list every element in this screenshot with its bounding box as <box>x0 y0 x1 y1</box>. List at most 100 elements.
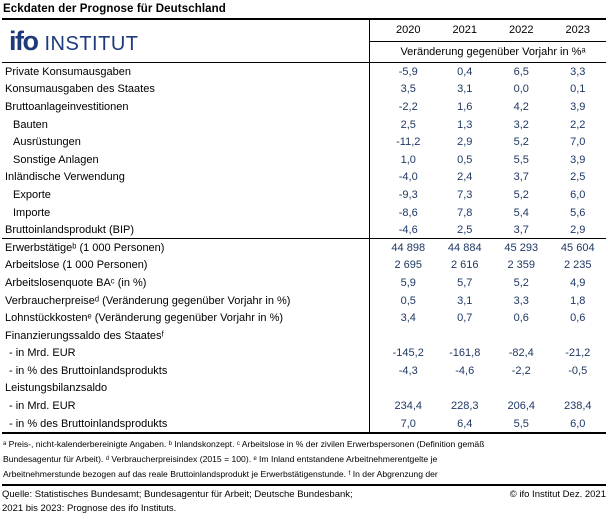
footnote-line: Arbeitnehmerstunde bezogen auf das reale… <box>3 468 438 479</box>
value-cell: 3,3 <box>570 65 586 78</box>
value-cell: 5,2 <box>513 188 529 201</box>
value-cell: -145,2 <box>392 347 424 360</box>
table-row: Inländische Verwendung -4,0 2,4 3,7 2,5 <box>2 168 606 187</box>
value-cell: -5,9 <box>398 65 418 78</box>
value-cell: -0,5 <box>568 364 588 377</box>
value-cell: -4,6 <box>455 364 475 377</box>
row-values <box>370 327 606 345</box>
row-label: Lohnstückkostenᵉ (Veränderung gegenüber … <box>2 309 370 327</box>
value-cell: 2,9 <box>457 136 473 149</box>
value-cell: 7,8 <box>457 206 473 219</box>
value-cell: 228,3 <box>450 400 479 413</box>
year-header-row: 2020 2021 2022 2023 <box>370 20 606 42</box>
table-row: Lohnstückkostenᵉ (Veränderung gegenüber … <box>2 309 606 327</box>
value-cell: 5,6 <box>570 206 586 219</box>
row-values: -9,3 7,3 5,2 6,0 <box>370 186 606 204</box>
value-cell: -8,6 <box>398 206 418 219</box>
table-row: Bruttoanlageinvestitionen -2,2 1,6 4,2 3,9 <box>2 98 606 116</box>
value-cell: -82,4 <box>508 347 534 360</box>
value-cell: 45 293 <box>504 241 539 254</box>
value-cell: -161,8 <box>449 347 481 360</box>
row-values: -4,6 2,5 3,7 2,9 <box>370 221 606 238</box>
row-label: Inländische Verwendung <box>2 168 370 187</box>
row-label: Verbraucherpreiseᵈ (Veränderung gegenübe… <box>2 291 370 310</box>
table-row: - in Mrd. EUR -145,2 -161,8 -82,4 -21,2 <box>2 344 606 363</box>
value-cell: 3,2 <box>513 118 529 131</box>
table-row: Ausrüstungen -11,2 2,9 5,2 7,0 <box>2 133 606 151</box>
value-cell: 7,0 <box>400 417 416 430</box>
value-cell: 0,5 <box>457 153 473 166</box>
table-header: ifo INSTITUT 2020 2021 2022 2023 Verände… <box>2 20 606 63</box>
table-row: Private Konsumausgaben -5,9 0,4 6,5 3,3 <box>2 63 606 81</box>
value-cell: 238,4 <box>563 400 592 413</box>
value-cell: -9,3 <box>398 188 418 201</box>
value-cell: 3,1 <box>457 83 473 96</box>
value-cell: 3,1 <box>457 294 473 307</box>
table-row: Sonstige Anlagen 1,0 0,5 5,5 3,9 <box>2 150 606 169</box>
table-row: Bauten 2,5 1,3 3,2 2,2 <box>2 115 606 134</box>
value-cell: 2 695 <box>394 259 423 272</box>
value-cell: 3,5 <box>400 83 416 96</box>
value-cell: 2 359 <box>507 259 536 272</box>
value-cell: -11,2 <box>396 136 421 149</box>
value-cell: 1,6 <box>457 100 473 113</box>
row-values: -5,9 0,4 6,5 3,3 <box>370 63 606 81</box>
copyright-text: © ifo Institut Dez. 2021 <box>509 489 606 501</box>
value-cell: 6,4 <box>457 417 473 430</box>
row-label: Sonstige Anlagen <box>2 150 370 169</box>
value-cell: 0,6 <box>570 312 586 325</box>
year-column-header: 2023 <box>565 24 590 37</box>
value-cell: 4,2 <box>513 100 529 113</box>
row-label: Finanzierungssaldo des Staatesᶠ <box>2 326 370 345</box>
year-column-header: 2020 <box>396 24 421 37</box>
value-cell: 2 616 <box>450 259 479 272</box>
row-values: 1,0 0,5 5,5 3,9 <box>370 151 606 169</box>
row-values: -4,0 2,4 3,7 2,5 <box>370 169 606 187</box>
table-row: Konsumausgaben des Staates 3,5 3,1 0,0 0,1 <box>2 80 606 99</box>
value-cell: 3,4 <box>400 312 416 325</box>
row-label: - in % des Bruttoinlandsprodukts <box>2 414 370 433</box>
value-cell: 206,4 <box>507 400 536 413</box>
value-cell: 2,2 <box>570 118 586 131</box>
row-label: Bauten <box>2 115 370 134</box>
value-cell: 2 235 <box>563 259 592 272</box>
value-cell: 1,0 <box>400 153 416 166</box>
row-values: -11,2 2,9 5,2 7,0 <box>370 133 606 151</box>
row-values: -4,3 -4,6 -2,2 -0,5 <box>370 362 606 380</box>
ifo-wordmark: ifo <box>9 25 39 56</box>
row-label: Private Konsumausgaben <box>2 63 370 81</box>
institut-wordmark: INSTITUT <box>44 32 139 55</box>
value-cell: 3,7 <box>513 223 529 236</box>
value-cell: -4,0 <box>398 171 418 184</box>
row-label: Exporte <box>2 186 370 204</box>
row-label: - in Mrd. EUR <box>2 344 370 363</box>
row-values: 5,9 5,7 5,2 4,9 <box>370 274 606 292</box>
value-cell: 6,0 <box>570 417 586 430</box>
logo-cell: ifo INSTITUT <box>2 20 370 62</box>
value-cell: 45 604 <box>560 241 595 254</box>
value-cell: 234,4 <box>394 400 423 413</box>
row-label: Arbeitslose (1 000 Personen) <box>2 256 370 275</box>
value-cell: -2,2 <box>398 100 418 113</box>
header-columns: 2020 2021 2022 2023 Veränderung gegenübe… <box>370 20 606 62</box>
value-cell: 5,2 <box>513 276 529 289</box>
row-values: 2,5 1,3 3,2 2,2 <box>370 116 606 134</box>
row-label: Arbeitslosenquote BAᶜ (in %) <box>2 274 370 292</box>
table-row: Arbeitslose (1 000 Personen) 2 695 2 616 2… <box>2 256 606 275</box>
row-values: 44 898 44 884 45 293 45 604 <box>370 239 606 257</box>
row-values: 0,5 3,1 3,3 1,8 <box>370 292 606 310</box>
value-cell: 3,7 <box>513 171 529 184</box>
value-cell: 5,7 <box>457 276 473 289</box>
value-cell: 0,0 <box>513 83 529 96</box>
value-cell: -21,2 <box>565 347 591 360</box>
value-cell: 2,9 <box>570 223 586 236</box>
row-values: 3,4 0,7 0,6 0,6 <box>370 309 606 327</box>
row-values: 7,0 6,4 5,5 6,0 <box>370 415 606 433</box>
row-values: -8,6 7,8 5,4 5,6 <box>370 204 606 222</box>
value-cell: 6,5 <box>513 65 529 78</box>
table-row: Exporte -9,3 7,3 5,2 6,0 <box>2 186 606 204</box>
year-column-header: 2022 <box>509 24 534 37</box>
ifo-institut-logo: ifo INSTITUT <box>9 25 139 56</box>
table-row: - in % des Bruttoinlandsprodukts 7,0 6,4 5… <box>2 414 606 433</box>
